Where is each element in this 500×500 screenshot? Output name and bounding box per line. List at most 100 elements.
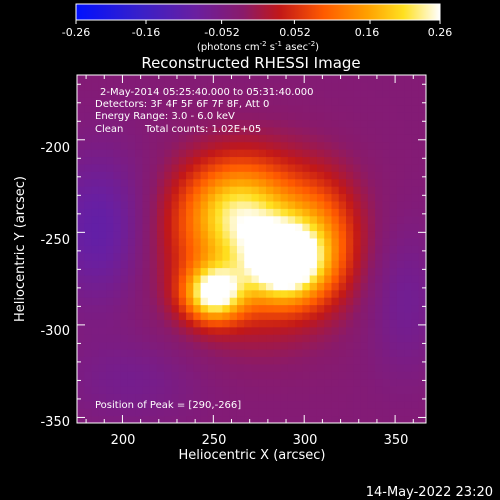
heatmap-cell <box>156 326 165 335</box>
heatmap-cell <box>338 149 347 158</box>
heatmap-cell <box>229 149 238 158</box>
heatmap-cell <box>178 252 187 261</box>
heatmap-cell <box>120 260 129 269</box>
heatmap-cell <box>149 223 158 232</box>
heatmap-cell <box>236 82 245 91</box>
heatmap-cell <box>135 208 144 217</box>
heatmap-cell <box>222 171 231 180</box>
heatmap-cell <box>258 408 267 417</box>
heatmap-cell <box>164 89 173 98</box>
heatmap-cell <box>149 267 158 276</box>
heatmap-cell <box>280 348 289 357</box>
heatmap-cell <box>113 311 122 320</box>
heatmap-cell <box>367 415 376 423</box>
heatmap-cell <box>396 223 405 232</box>
heatmap-cell <box>84 208 93 217</box>
heatmap-cell <box>396 289 405 298</box>
heatmap-cell <box>164 311 173 320</box>
heatmap-cell <box>120 119 129 128</box>
heatmap-cell <box>367 334 376 343</box>
heatmap-cell <box>338 208 347 217</box>
heatmap-cell <box>229 178 238 187</box>
heatmap-cell <box>77 415 85 423</box>
heatmap-cell <box>193 178 202 187</box>
heatmap-cell <box>84 171 93 180</box>
heatmap-cell <box>178 385 187 394</box>
heatmap-cell <box>346 393 354 402</box>
heatmap-cell <box>98 134 107 143</box>
heatmap-cell <box>142 171 151 180</box>
heatmap-cell <box>142 119 151 128</box>
heatmap-cell <box>396 415 405 423</box>
heatmap-cell <box>149 119 158 128</box>
heatmap-cell <box>84 363 93 372</box>
heatmap-cell <box>331 237 340 246</box>
heatmap-cell <box>266 378 274 387</box>
heatmap-cell <box>193 134 202 143</box>
heatmap-cell <box>84 282 93 291</box>
heatmap-cell <box>331 341 340 350</box>
heatmap-cell <box>193 237 202 246</box>
heatmap-cell <box>418 104 426 113</box>
heatmap-cell <box>142 348 151 357</box>
heatmap-cell <box>229 97 238 106</box>
heatmap-cell <box>266 193 274 202</box>
heatmap-cell <box>84 97 93 106</box>
heatmap-cell <box>98 82 107 91</box>
heatmap-cell <box>229 230 238 239</box>
heatmap-cell <box>222 237 231 246</box>
heatmap-cell <box>418 82 426 91</box>
heatmap-cell <box>367 112 376 121</box>
heatmap-cell <box>324 274 333 283</box>
heatmap-cell <box>396 334 405 343</box>
heatmap-cell <box>251 223 260 232</box>
heatmap-cell <box>360 267 369 276</box>
heatmap-cell <box>178 319 187 328</box>
heatmap-cell <box>229 304 238 313</box>
heatmap-cell <box>287 289 296 298</box>
heatmap-cell <box>295 289 303 298</box>
heatmap-cell <box>186 178 194 187</box>
heatmap-cell <box>404 348 413 357</box>
heatmap-cell <box>302 289 311 298</box>
heatmap-cell <box>200 112 209 121</box>
heatmap-cell <box>156 89 165 98</box>
heatmap-cell <box>404 289 413 298</box>
heatmap-cell <box>142 319 151 328</box>
heatmap-cell <box>222 326 231 335</box>
heatmap-cell <box>244 371 253 380</box>
heatmap-cell <box>193 363 202 372</box>
heatmap-cell <box>156 104 165 113</box>
heatmap-cell <box>200 119 209 128</box>
heatmap-cell <box>258 149 267 158</box>
heatmap-cell <box>193 252 202 261</box>
heatmap-cell <box>200 356 209 365</box>
heatmap-cell <box>367 215 376 224</box>
heatmap-cell <box>316 334 325 343</box>
heatmap-cell <box>375 319 383 328</box>
heatmap-cell <box>396 378 405 387</box>
heatmap-cell <box>287 178 296 187</box>
heatmap-cell <box>396 311 405 320</box>
heatmap-cell <box>302 156 311 165</box>
heatmap-cell <box>353 126 362 135</box>
heatmap-cell <box>273 274 282 283</box>
heatmap-cell <box>135 149 144 158</box>
heatmap-cell <box>156 208 165 217</box>
heatmap-cell <box>178 371 187 380</box>
heatmap-cell <box>316 274 325 283</box>
heatmap-cell <box>404 186 413 195</box>
heatmap-cell <box>338 75 347 83</box>
heatmap-cell <box>287 348 296 357</box>
heatmap-cell <box>375 171 383 180</box>
heatmap-cell <box>149 260 158 269</box>
heatmap-cell <box>346 356 354 365</box>
heatmap-cell <box>389 215 398 224</box>
heatmap-cell <box>135 289 144 298</box>
info-time-range: 2-May-2014 05:25:40.000 to 05:31:40.000 <box>100 87 313 98</box>
heatmap-cell <box>316 393 325 402</box>
heatmap-cell <box>77 400 85 409</box>
heatmap-cell <box>266 348 274 357</box>
heatmap-cell <box>84 89 93 98</box>
heatmap-cell <box>113 415 122 423</box>
